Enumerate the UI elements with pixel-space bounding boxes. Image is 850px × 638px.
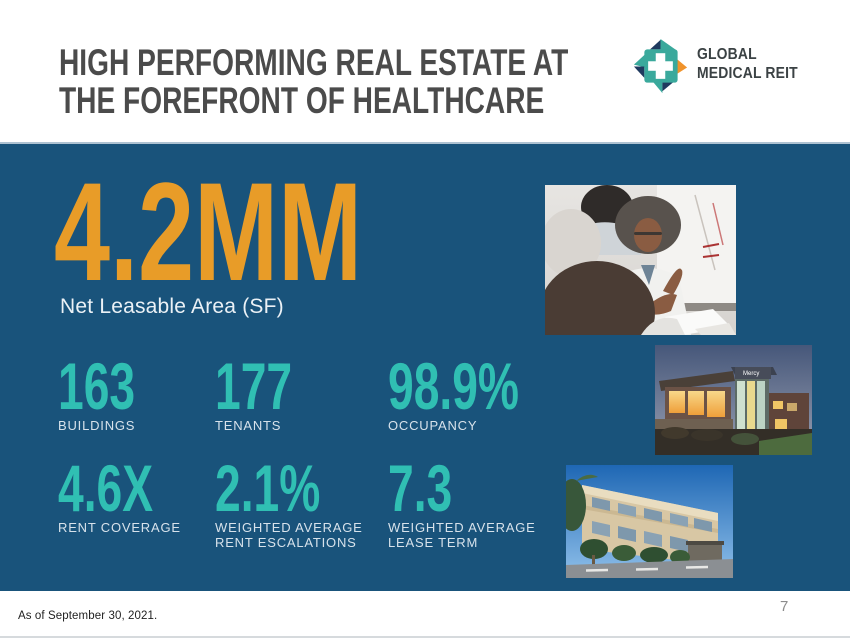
stat-rent-escalations: 2.1% WEIGHTED AVERAGE RENT ESCALATIONS [215,451,365,550]
mercy-medical-building-photo: Mercy [655,345,812,455]
doctors-meeting-photo [545,185,736,335]
stat-label: RENT COVERAGE [58,520,181,535]
stat-label: WEIGHTED AVERAGE LEASE TERM [388,520,536,550]
stat-buildings: 163 BUILDINGS [58,349,168,433]
logo-word-medical-reit: MEDICAL REIT [697,65,798,82]
stat-value: 177 [215,349,293,423]
stat-lease-term: 7.3 WEIGHTED AVERAGE LEASE TERM [388,451,536,550]
stat-rent-coverage: 4.6X RENT COVERAGE [58,451,194,535]
stat-label: BUILDINGS [58,418,136,433]
stat-tenants: 177 TENANTS [215,349,325,433]
page-title-line1: HIGH PERFORMING REAL ESTATE AT [59,42,569,83]
stats-panel: 4.2MM Net Leasable Area (SF) 163 BUILDIN… [0,142,850,591]
page-title: HIGH PERFORMING REAL ESTATE AT THE FOREF… [59,44,729,120]
footnote: As of September 30, 2021. [18,610,158,622]
company-logo: GLOBAL MEDICAL REIT [632,38,813,95]
hero-stat-number: 4.2MM [54,153,363,310]
stat-label: WEIGHTED AVERAGE RENT ESCALATIONS [215,520,363,550]
page-number: 7 [780,598,789,615]
stat-value: 2.1% [215,451,321,525]
building-sign-text: Mercy [743,371,759,377]
stat-value: 163 [58,349,136,423]
stat-label: TENANTS [215,418,282,433]
hero-stat-label: Net Leasable Area (SF) [60,295,284,318]
company-logo-wordmark: GLOBAL MEDICAL REIT [697,45,813,83]
page-title-line2: THE FOREFRONT OF HEALTHCARE [59,80,545,121]
medical-office-building-photo [566,465,733,578]
logo-word-global: GLOBAL [697,46,757,63]
stat-value: 4.6X [58,451,154,525]
stat-occupancy: 98.9% OCCUPANCY [388,349,575,433]
hero-stat-value: 4.2MM [54,162,482,302]
medical-cross-pinwheel-icon [633,38,688,94]
stat-label: OCCUPANCY [388,418,478,433]
stat-value: 7.3 [388,451,453,525]
stat-value: 98.9% [388,349,519,423]
